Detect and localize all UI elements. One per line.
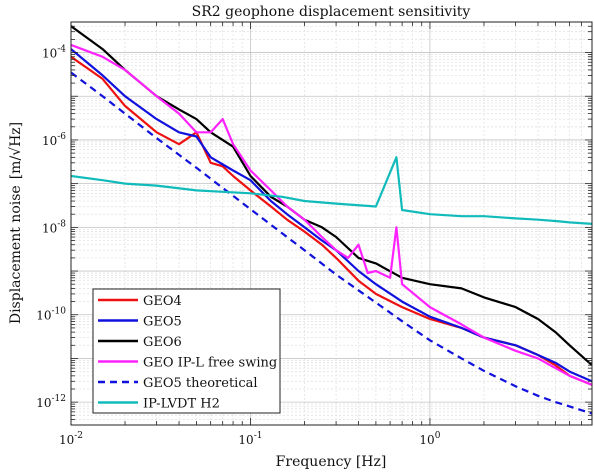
series-line-5 [71,156,592,225]
series-line-4 [71,71,592,415]
series-line-1 [71,48,592,383]
x-tick-label: 100 [419,431,440,447]
x-tick-label: 10-2 [59,431,83,447]
y-tick-label-exp: -6 [57,132,66,142]
y-tick-label-base: 10 [42,134,57,148]
x-tick-label-base: 10 [238,433,253,447]
plot-frame [70,21,593,426]
x-tick-label-base: 10 [419,433,434,447]
legend-label-5: IP-LVDT H2 [143,397,220,412]
y-tick-label-base: 10 [36,309,51,323]
x-axis-label: Frequency [Hz] [276,454,387,470]
legend-label-0: GEO4 [143,294,182,309]
series-line-3 [71,43,592,386]
y-tick-label-exp: -4 [57,45,66,55]
series-layer [71,25,592,415]
legend-label-1: GEO5 [143,315,182,330]
x-tick-label-base: 10 [59,433,74,447]
y-tick-label: 10-10 [36,307,66,323]
legend: GEO4 GEO5 GEO6 GEO IP-L free swing GEO5 theo… [92,288,281,414]
legend-label-4: GEO5 theoretical [143,376,258,391]
y-tick-label-exp: -10 [52,307,67,317]
y-axis-label-unit: [m/√Hz] [8,122,24,179]
y-axis-label-group: Displacement noise [m/√Hz] [8,122,24,324]
legend-label-2: GEO6 [143,335,182,350]
y-tick-label: 10-12 [36,394,66,410]
y-axis-label: Displacement noise [m/√Hz] [8,122,24,324]
y-tick-label: 10-8 [42,219,66,235]
legend-label-3: GEO IP-L free swing [143,356,277,371]
x-tick-label: 10-1 [238,431,262,447]
x-tick-label-exp: -2 [74,431,83,441]
y-tick-label-base: 10 [42,47,57,61]
y-axis-label-text: Displacement noise [8,185,24,324]
y-tick-label-exp: -12 [52,394,67,404]
x-tick-label-exp: -1 [254,431,263,441]
legend-box [92,288,281,414]
chart-title: SR2 geophone displacement sensitivity [192,4,471,20]
x-tick-label-exp: 0 [435,431,441,441]
y-tick-label: 10-6 [42,132,66,148]
series-line-2 [71,25,592,367]
y-tick-label-base: 10 [42,221,57,235]
y-tick-label: 10-4 [42,45,66,61]
y-tick-label-base: 10 [36,396,51,410]
y-tick-label-exp: -8 [57,219,66,229]
